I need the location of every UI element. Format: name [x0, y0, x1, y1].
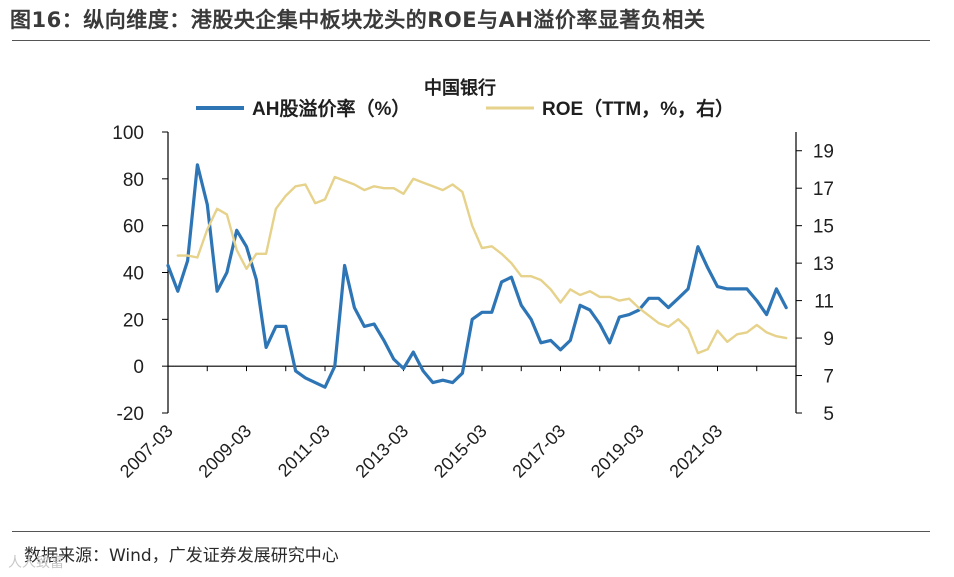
series-layer	[166, 163, 788, 389]
axes: -20 0 20 40 60 80 100 5 7 9 11 13 15 17 19 2007-03 2009-…	[112, 123, 834, 482]
bottom-rule	[12, 531, 930, 532]
x-tick-label: 2019-03	[587, 421, 648, 482]
y-right-tick-label: 5	[823, 404, 834, 425]
legend-label-roe: ROE（TTM，%，右）	[542, 97, 734, 120]
y-left-tick-label: 80	[123, 170, 144, 191]
series-line-roe	[176, 175, 788, 355]
y-right-tick-label: 19	[813, 142, 834, 163]
legend: AH股溢价率（%） ROE（TTM，%，右）	[196, 97, 734, 120]
y-right-tick-label: 13	[813, 254, 834, 275]
y-right-tick-label: 17	[813, 179, 834, 200]
y-left-tick-label: 100	[112, 123, 144, 144]
legend-label-ah-premium: AH股溢价率（%）	[252, 97, 410, 120]
figure-title: 图16：纵向维度：港股央企集中板块龙头的ROE与AH溢价率显著负相关	[10, 8, 706, 32]
x-tick-label: 2009-03	[194, 421, 255, 482]
x-tick-label: 2021-03	[665, 421, 726, 482]
source-note: 数据来源：Wind，广发证券发展研究中心	[24, 546, 339, 566]
y-left-tick-label: 40	[123, 264, 144, 285]
x-tick-label: 2017-03	[508, 421, 569, 482]
y-right-tick-label: 11	[814, 292, 834, 313]
chart: 中国银行 AH股溢价率（%） ROE（TTM，%，右） -20 0 20 40 60 80 1…	[112, 77, 834, 482]
y-left-tick-label: 0	[133, 357, 144, 378]
top-rule	[12, 40, 930, 41]
x-tick-label: 2013-03	[351, 421, 412, 482]
y-left-tick-label: -20	[117, 404, 144, 425]
y-left-tick-label: 60	[123, 217, 144, 238]
y-right-tick-label: 7	[823, 367, 834, 388]
x-tick-label: 2015-03	[430, 421, 491, 482]
series-line-ah-premium	[166, 163, 788, 389]
y-right-tick-label: 15	[813, 217, 834, 238]
y-right-tick-label: 9	[823, 329, 834, 350]
x-tick-label: 2011-03	[274, 421, 334, 481]
chart-title: 中国银行	[424, 77, 496, 98]
x-tick-label: 2007-03	[116, 421, 177, 482]
y-left-tick-label: 20	[123, 310, 144, 331]
watermark: 人人致富	[8, 555, 64, 571]
